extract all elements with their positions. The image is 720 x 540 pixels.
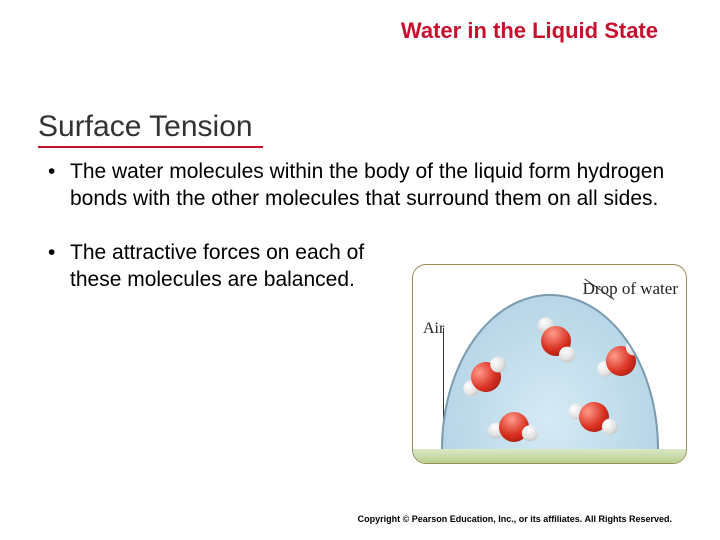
water-molecule-icon	[458, 349, 514, 405]
copyright-text: Copyright © Pearson Education, Inc., or …	[358, 514, 672, 524]
bullet-item: The attractive forces on each of these m…	[44, 239, 404, 294]
water-drop-shape	[441, 294, 659, 449]
water-molecule-icon	[527, 312, 586, 371]
label-drop-of-water: Drop of water	[583, 279, 678, 299]
water-molecule-icon	[483, 396, 544, 449]
label-air: Air	[423, 320, 444, 338]
water-molecule-icon	[569, 392, 619, 442]
water-molecule-icon	[594, 334, 647, 387]
water-drop-diagram: Drop of water Air	[412, 264, 687, 464]
bullet-item: The water molecules within the body of t…	[44, 158, 674, 213]
page-title: Water in the Liquid State	[401, 18, 658, 44]
section-heading: Surface Tension	[38, 110, 263, 148]
ground-surface	[413, 449, 686, 463]
